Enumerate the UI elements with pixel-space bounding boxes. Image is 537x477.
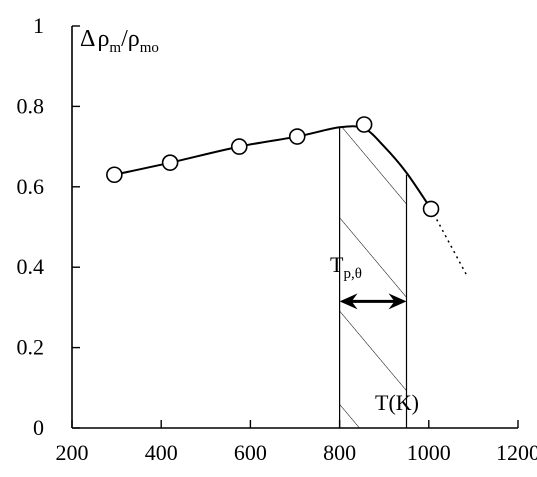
x-tick-labels: 200 400 600 800 1000 1200 bbox=[56, 440, 537, 465]
axes bbox=[72, 26, 518, 428]
data-point bbox=[163, 155, 178, 170]
x-tick-label: 400 bbox=[145, 440, 178, 465]
x-axis-title: T(K) bbox=[375, 390, 419, 415]
extrapolation-line bbox=[431, 209, 467, 275]
y-tick-labels: 0 0.2 0.4 0.6 0.8 1 bbox=[17, 13, 45, 440]
x-tick-label: 800 bbox=[323, 440, 356, 465]
x-tick-label: 1000 bbox=[407, 440, 451, 465]
x-tick-label: 600 bbox=[234, 440, 267, 465]
series-curve bbox=[114, 126, 466, 275]
data-point bbox=[107, 167, 122, 182]
data-point bbox=[424, 201, 439, 216]
y-tick-label: 1 bbox=[33, 13, 44, 38]
y-tick-label: 0.2 bbox=[17, 335, 45, 360]
y-tick-label: 0.8 bbox=[17, 93, 45, 118]
data-point bbox=[357, 117, 372, 132]
tick-marks bbox=[72, 26, 518, 428]
y-tick-label: 0 bbox=[33, 415, 44, 440]
data-point bbox=[290, 129, 305, 144]
x-tick-label: 1200 bbox=[496, 440, 537, 465]
y-tick-label: 0.6 bbox=[17, 174, 45, 199]
y-tick-label: 0.4 bbox=[17, 254, 45, 279]
data-point bbox=[232, 139, 247, 154]
x-tick-label: 200 bbox=[56, 440, 89, 465]
y-axis-title: Δρm/ρmo bbox=[80, 26, 159, 56]
